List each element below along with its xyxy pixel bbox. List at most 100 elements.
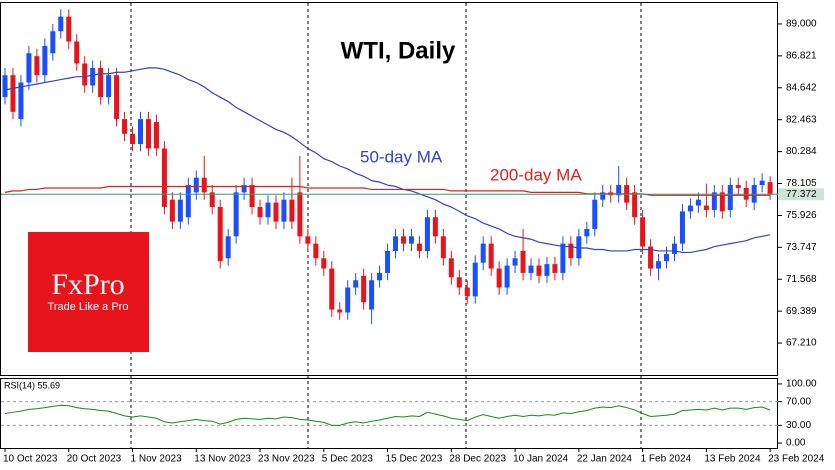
candle-body — [377, 272, 383, 281]
candle-body — [536, 265, 542, 276]
y-tick-label: 89.000 — [786, 19, 817, 30]
candle-body — [656, 261, 662, 269]
y-tick-label: 69.389 — [786, 306, 817, 317]
candle-body — [209, 192, 215, 208]
x-tick-label: 13 Nov 2023 — [194, 454, 251, 465]
candle-body — [329, 268, 335, 310]
candle-body — [201, 177, 207, 193]
x-tick-label: 5 Dec 2023 — [322, 454, 374, 465]
y-tick-label: 80.284 — [786, 146, 817, 157]
rsi-line — [4, 404, 771, 426]
candle-body — [10, 75, 16, 112]
candle-body — [496, 268, 502, 288]
candle-body — [424, 217, 430, 251]
logo-box — [28, 232, 149, 352]
candle-body — [544, 264, 550, 276]
candle-body — [504, 265, 510, 288]
y-tick-label: 70.00 — [786, 396, 811, 407]
candle-body — [289, 199, 295, 222]
ma-line — [4, 67, 771, 254]
candle-body — [432, 217, 438, 237]
candle-body — [552, 264, 558, 273]
x-tick-label: 10 Oct 2023 — [3, 454, 58, 465]
candle-body — [480, 243, 486, 263]
rsi-panel — [0, 378, 778, 449]
candle-body — [265, 202, 271, 218]
candle-body — [26, 53, 32, 83]
ma-label: 50-day MA — [360, 147, 443, 166]
candle-body — [98, 67, 104, 98]
candle-body — [145, 119, 151, 149]
candle-body — [640, 217, 646, 247]
candle-body — [464, 287, 470, 297]
candle-body — [600, 192, 606, 200]
candle-body — [361, 275, 367, 303]
candle-body — [456, 277, 462, 288]
last-price-box — [778, 188, 824, 201]
logo: FxPro Trade Like a Pro — [28, 232, 149, 352]
y-tick-label: 100.00 — [786, 379, 817, 390]
rsi-title: RSI(14) 55.69 — [4, 380, 60, 390]
candle-body — [687, 205, 693, 212]
candle-body — [369, 280, 375, 310]
candle-body — [664, 253, 670, 262]
candle-body — [576, 236, 582, 259]
candle-body — [185, 185, 191, 218]
candle-body — [727, 185, 733, 210]
y-tick-label: 84.642 — [786, 82, 817, 93]
candle-body — [560, 243, 566, 273]
x-tick-label: 28 Dec 2023 — [449, 454, 506, 465]
candle-body — [122, 119, 128, 134]
candle-body — [130, 133, 136, 145]
candle-body — [58, 16, 64, 32]
candle-body — [632, 192, 638, 218]
candle-body — [241, 185, 247, 193]
y-tick-label: 82.463 — [786, 114, 817, 125]
candle-body — [74, 41, 80, 64]
candle-body — [153, 122, 159, 149]
candle-body — [385, 250, 391, 273]
candle-body — [648, 246, 654, 269]
x-tick-label: 15 Dec 2023 — [386, 454, 443, 465]
y-tick-label: 67.210 — [786, 338, 817, 349]
candle-body — [281, 199, 287, 222]
y-tick-label: 73.747 — [786, 242, 817, 253]
candle-body — [735, 185, 741, 188]
x-tick-label: 22 Jan 2024 — [577, 454, 632, 465]
candle-body — [759, 180, 765, 186]
candle-body — [82, 63, 88, 86]
price-panel — [0, 2, 778, 376]
candle-body — [337, 309, 343, 313]
candle-body — [297, 192, 303, 237]
x-tick-label: 1 Feb 2024 — [641, 454, 692, 465]
candle-body — [719, 192, 725, 212]
candle-body — [305, 236, 311, 244]
candle-body — [114, 75, 120, 120]
candle-body — [169, 199, 175, 222]
y-tick-label: 75.926 — [786, 210, 817, 221]
x-tick-label: 1 Nov 2023 — [131, 454, 183, 465]
candle-body — [679, 211, 685, 244]
x-tick-label: 23 Nov 2023 — [258, 454, 315, 465]
candle-body — [257, 207, 263, 218]
x-tick-label: 20 Oct 2023 — [67, 454, 122, 465]
candle-body — [90, 67, 96, 86]
candle-body — [528, 265, 534, 273]
candle-body — [313, 243, 319, 259]
y-tick-label: 0.00 — [786, 438, 806, 449]
candle-body — [193, 177, 199, 193]
candle-body — [767, 182, 773, 194]
logo-brand: FxPro — [51, 268, 124, 301]
candle-body — [161, 148, 167, 208]
candle-body — [225, 236, 231, 259]
candle-body — [34, 56, 40, 76]
candle-body — [321, 258, 327, 269]
candle-body — [472, 262, 478, 297]
candle-body — [233, 192, 239, 237]
candle-body — [488, 243, 494, 269]
candle-body — [695, 199, 701, 206]
x-tick-label: 10 Jan 2024 — [513, 454, 568, 465]
candle-body — [393, 236, 399, 251]
chart-title: WTI, Daily — [341, 37, 456, 64]
candle-body — [345, 287, 351, 313]
